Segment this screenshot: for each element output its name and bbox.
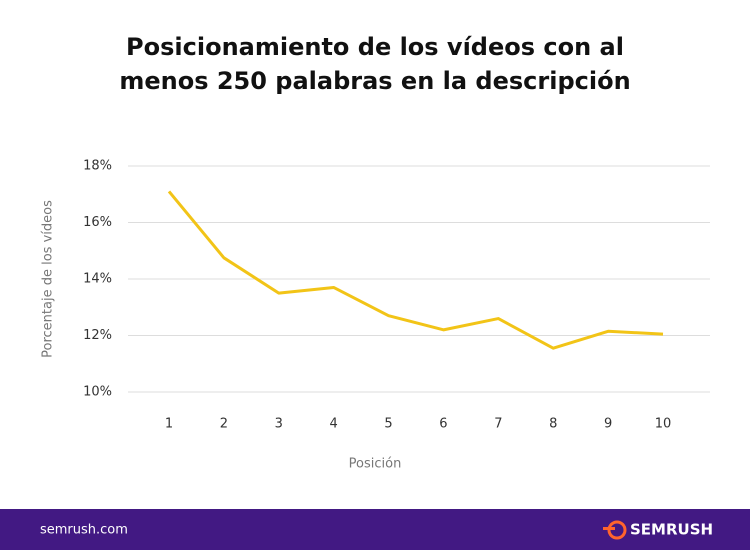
x-tick-label: 1: [165, 417, 173, 432]
y-tick-label: 10%: [83, 385, 112, 400]
x-tick-label: 3: [275, 417, 283, 432]
x-tick-label: 4: [330, 417, 338, 432]
x-tick-label: 5: [384, 417, 392, 432]
x-tick-label: 9: [604, 417, 612, 432]
footer-url: semrush.com: [40, 523, 128, 538]
x-tick-label: 2: [220, 417, 228, 432]
footer-brand: SEMRUSH: [630, 521, 713, 539]
y-axis-label: Porcentaje de los vídeos: [41, 200, 56, 358]
title-box: Posicionamiento de los vídeos con al men…: [119, 33, 631, 95]
logo-icon: [603, 520, 627, 540]
y-tick-label: 12%: [83, 328, 112, 343]
y-tick-label: 18%: [83, 159, 112, 174]
x-tick-label: 6: [439, 417, 447, 432]
x-axis-label: Posición: [349, 457, 402, 472]
x-tick-label: 7: [494, 417, 502, 432]
chart-title: Posicionamiento de los vídeos con al men…: [119, 33, 631, 95]
x-tick-label: 10: [655, 417, 672, 432]
y-tick-label: 16%: [83, 215, 112, 230]
data-line: [167, 190, 664, 350]
y-tick-label: 14%: [83, 272, 112, 287]
x-tick-label: 8: [549, 417, 557, 432]
